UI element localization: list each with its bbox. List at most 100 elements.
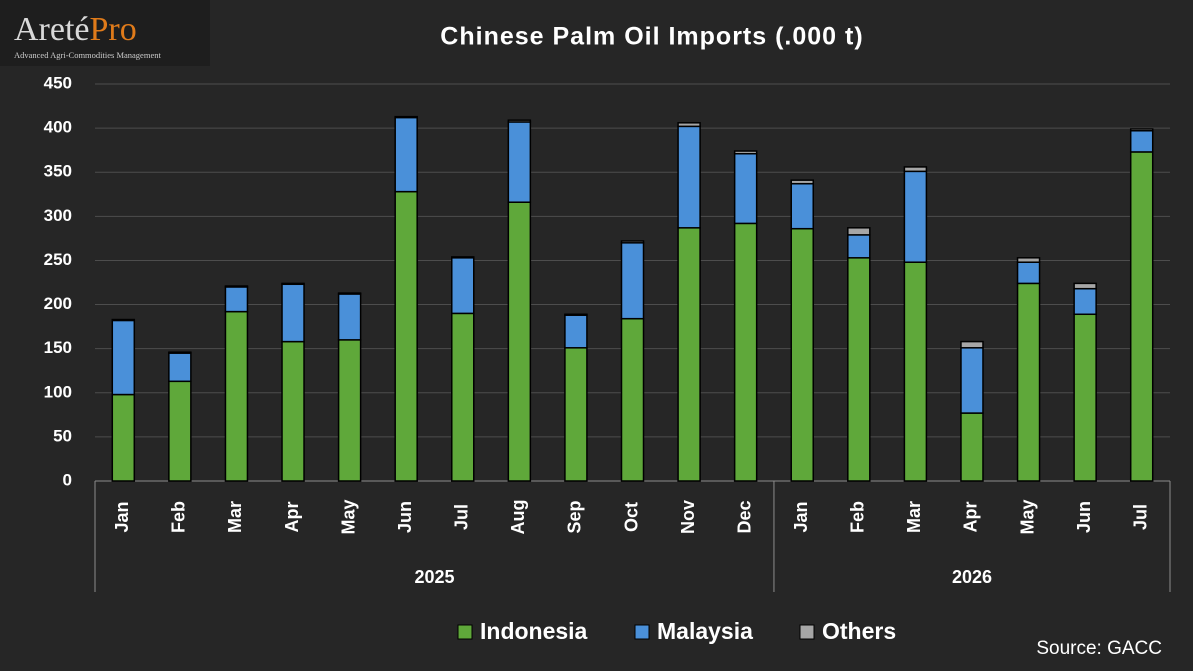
bar-segment	[451, 312, 475, 482]
bar-segment	[111, 393, 136, 482]
x-tick-label: Feb	[169, 501, 189, 533]
bar-segment	[733, 152, 758, 225]
bar-segment	[451, 256, 475, 259]
x-tick-label: Nov	[678, 500, 698, 534]
bar-segment	[111, 318, 136, 322]
x-tick-label: Jan	[791, 501, 811, 532]
x-tick-label: Oct	[621, 502, 641, 532]
bar-segment	[507, 119, 532, 123]
bar-segment	[507, 201, 532, 482]
y-tick-label: 350	[44, 162, 72, 181]
bar-segment	[790, 227, 814, 482]
y-tick-label: 200	[44, 294, 72, 313]
bar-segment	[1073, 313, 1097, 482]
bar-segment	[847, 257, 871, 482]
x-tick-label: Jul	[1130, 504, 1150, 530]
legend-swatch	[634, 624, 650, 640]
x-tick-label: Mar	[904, 501, 924, 533]
bar-segment	[1073, 282, 1097, 290]
bar-segment	[903, 166, 928, 173]
y-tick-label: 450	[44, 73, 72, 92]
bar-segment	[394, 116, 418, 193]
bar-segment	[1129, 130, 1154, 153]
bar-segment	[394, 115, 418, 119]
bar-segment	[564, 313, 588, 316]
bar-segment	[960, 340, 984, 349]
bar-segment	[960, 412, 984, 482]
bar-segment	[111, 319, 136, 396]
bar-segment	[564, 347, 588, 482]
y-tick-label: 50	[53, 426, 72, 445]
bar-segment	[507, 121, 532, 203]
legend-label: Others	[822, 618, 896, 644]
bar-segment	[677, 227, 701, 482]
bar-segment	[337, 292, 362, 295]
bar-segment	[451, 257, 475, 315]
bar-segment	[168, 352, 192, 383]
bar-segment	[733, 222, 758, 482]
bar-segment	[564, 314, 588, 349]
bar-segment	[677, 125, 701, 229]
bar-segment	[1129, 151, 1154, 482]
bar-segment	[1073, 287, 1097, 316]
bar-segment	[281, 282, 305, 286]
x-tick-label: Feb	[848, 501, 868, 533]
bar-segment	[1016, 257, 1041, 263]
bar-segment	[337, 293, 362, 341]
x-tick-label: Mar	[225, 501, 245, 533]
bar-segment	[847, 227, 871, 236]
bar-segment	[168, 351, 192, 354]
bar-segment	[224, 310, 249, 482]
x-tick-label: Jun	[1074, 501, 1094, 533]
bar-segment	[620, 317, 645, 482]
bar-segment	[281, 283, 305, 343]
x-tick-label: May	[338, 499, 358, 534]
bar-segment	[620, 240, 645, 244]
bar-segment	[960, 347, 984, 414]
bar-segment	[224, 286, 249, 313]
bar-segment	[224, 285, 249, 288]
logo-name-accent: Pro	[90, 11, 137, 48]
y-tick-label: 0	[63, 470, 72, 489]
bar-segment	[677, 122, 701, 128]
legend-label: Malaysia	[657, 618, 753, 644]
x-tick-label: Apr	[961, 502, 981, 533]
y-tick-label: 100	[44, 382, 72, 401]
logo-box	[0, 0, 210, 66]
legend-swatch	[457, 624, 473, 640]
logo-name: AretéPro	[14, 11, 137, 48]
x-tick-label: Jun	[395, 501, 415, 533]
group-label: 2025	[414, 567, 454, 587]
x-tick-label: Jan	[112, 501, 132, 532]
chart-title: Chinese Palm Oil Imports (.000 t)	[440, 23, 863, 51]
x-tick-label: Sep	[565, 500, 585, 533]
y-tick-label: 300	[44, 206, 72, 225]
logo-name-main: Areté	[14, 11, 90, 48]
legend-label: Indonesia	[480, 618, 588, 644]
bar-segment	[620, 242, 645, 320]
bar-segment	[168, 380, 192, 482]
group-label: 2026	[952, 567, 992, 587]
bar-segment	[1016, 282, 1041, 482]
legend-swatch	[799, 624, 815, 640]
bar-segment	[790, 179, 814, 185]
bar-segment	[394, 190, 418, 482]
logo-tagline: Advanced Agri-Commodities Management	[14, 50, 161, 60]
bar-segment	[847, 234, 871, 259]
x-tick-label: Dec	[734, 500, 754, 533]
bar-segment	[903, 261, 928, 482]
x-tick-label: Jul	[452, 504, 472, 530]
bar-segment	[1016, 261, 1041, 285]
x-tick-label: Apr	[282, 502, 302, 533]
bar-segment	[790, 182, 814, 230]
y-tick-label: 150	[44, 338, 72, 357]
source-note: Source: GACC	[1036, 638, 1162, 659]
bar-segment	[903, 170, 928, 263]
x-tick-label: May	[1017, 499, 1037, 534]
bar-segment	[281, 340, 305, 482]
y-tick-label: 400	[44, 118, 72, 137]
y-tick-label: 250	[44, 250, 72, 269]
bar-segment	[337, 339, 362, 482]
